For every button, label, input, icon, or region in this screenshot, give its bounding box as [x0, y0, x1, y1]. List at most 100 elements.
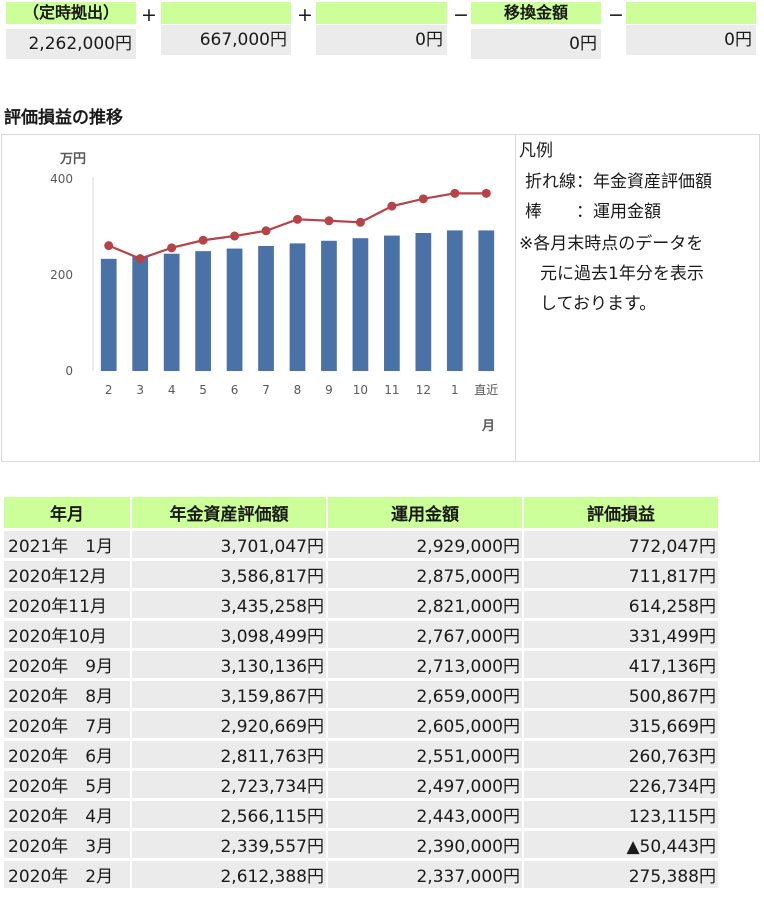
history-table: 年月 年金資産評価額 運用金額 評価損益 2021年 1月 3,701,047円 2… [2, 494, 720, 891]
chart-line-point [481, 188, 491, 198]
cell-asset-value: 2,566,115円 [132, 801, 326, 828]
table-row: 2020年 4月 2,566,115円 2,443,000円 123,115円 [4, 801, 718, 828]
cell-year-month: 2021年 1月 [4, 531, 130, 558]
chart-bar [352, 238, 369, 371]
cell-invested-amount: 2,497,000円 [328, 771, 522, 798]
x-tick-label: 2 [105, 383, 113, 397]
cell-asset-value: 3,435,258円 [132, 591, 326, 618]
summary-value-transfer-amount: 0円 [471, 29, 601, 59]
section-title: 評価損益の推移 [4, 108, 123, 128]
x-tick-label: 6 [231, 383, 239, 397]
cell-asset-value: 3,586,817円 [132, 561, 326, 588]
chart-bar [415, 233, 432, 371]
minus-operator: − [453, 4, 469, 26]
table-row: 2020年12月 3,586,817円 2,875,000円 711,817円 [4, 561, 718, 588]
table-row: 2020年 5月 2,723,734円 2,497,000円 226,734円 [4, 771, 718, 798]
cell-asset-value: 2,811,763円 [132, 741, 326, 768]
cell-invested-amount: 2,821,000円 [328, 591, 522, 618]
chart-bar [258, 245, 274, 371]
cell-profit-loss: 772,047円 [524, 531, 718, 558]
cell-year-month: 2020年 6月 [4, 741, 130, 768]
summary-value-3: 0円 [316, 25, 447, 55]
cell-invested-amount: 2,390,000円 [328, 831, 522, 858]
summary-label-3 [316, 2, 447, 24]
column-header-asset-value: 年金資産評価額 [132, 497, 326, 528]
table-row: 2020年10月 3,098,499円 2,767,000円 331,499円 [4, 621, 718, 648]
cell-profit-loss: 123,115円 [524, 801, 718, 828]
chart-bar [132, 256, 149, 371]
chart-line-point [418, 194, 428, 204]
chart-line-point [167, 243, 177, 253]
legend-panel: 凡例 折れ線：年金資産評価額 棒 ：運用金額 ※各月末時点のデータを 元に過去1… [515, 134, 760, 462]
chart-line-point [230, 231, 240, 241]
chart-line-point [450, 188, 460, 198]
cell-asset-value: 2,339,557円 [132, 831, 326, 858]
legend-note: 元に過去1年分を表示 [540, 264, 704, 284]
cell-invested-amount: 2,443,000円 [328, 801, 522, 828]
cell-asset-value: 2,723,734円 [132, 771, 326, 798]
cell-profit-loss: 275,388円 [524, 861, 718, 888]
summary-value-regular-contribution: 2,262,000円 [6, 29, 136, 59]
table-row: 2020年 8月 3,159,867円 2,659,000円 500,867円 [4, 681, 718, 708]
cell-asset-value: 3,701,047円 [132, 531, 326, 558]
chart-line-point [135, 254, 145, 264]
x-tick-label: 9 [325, 383, 333, 397]
cell-profit-loss: 500,867円 [524, 681, 718, 708]
column-header-year-month: 年月 [4, 497, 130, 528]
table-row: 2020年 3月 2,339,557円 2,390,000円 ▲50,443円 [4, 831, 718, 858]
y-tick-label: 400 [50, 172, 73, 186]
chart-line-point [355, 217, 365, 227]
cell-year-month: 2020年11月 [4, 591, 130, 618]
cell-year-month: 2020年 7月 [4, 711, 130, 738]
cell-profit-loss: 614,258円 [524, 591, 718, 618]
x-unit-label: 月 [481, 419, 495, 434]
legend-title: 凡例 [519, 141, 553, 161]
chart-bar [226, 248, 243, 371]
cell-invested-amount: 2,713,000円 [328, 651, 522, 678]
cell-year-month: 2020年10月 [4, 621, 130, 648]
y-tick-label: 200 [50, 268, 73, 282]
chart-bar [163, 253, 180, 371]
summary-label-transfer-amount: 移換金額 [471, 2, 601, 24]
chart-bar [195, 251, 211, 371]
evaluation-chart: 万円 月 0 200 400 2 3 4 5 6 7 8 9 10 11 12 1 直近 [50, 152, 498, 434]
minus-operator: − [608, 4, 624, 26]
y-tick-label: 0 [65, 364, 73, 378]
column-header-profit-loss: 評価損益 [524, 497, 718, 528]
chart-line-point [324, 216, 334, 226]
chart-line-point [104, 241, 114, 251]
summary-label-regular-contribution: （定時拠出） [6, 2, 136, 24]
x-tick-label: 直近 [474, 383, 498, 397]
chart-bar [384, 235, 400, 371]
summary-label-2 [161, 2, 291, 24]
cell-asset-value: 3,130,136円 [132, 651, 326, 678]
plus-operator: + [297, 4, 313, 26]
cell-asset-value: 3,159,867円 [132, 681, 326, 708]
cell-profit-loss: ▲50,443円 [524, 831, 718, 858]
cell-invested-amount: 2,875,000円 [328, 561, 522, 588]
x-tick-label: 1 [451, 383, 459, 397]
y-unit-label: 万円 [59, 152, 86, 167]
cell-invested-amount: 2,551,000円 [328, 741, 522, 768]
cell-invested-amount: 2,605,000円 [328, 711, 522, 738]
x-tick-label: 8 [294, 383, 302, 397]
cell-profit-loss: 711,817円 [524, 561, 718, 588]
chart-line-point [261, 226, 271, 236]
summary-label-5 [626, 2, 756, 24]
x-tick-label: 4 [168, 383, 176, 397]
chart-bar [289, 243, 306, 371]
table-row: 2020年 7月 2,920,669円 2,605,000円 315,669円 [4, 711, 718, 738]
cell-invested-amount: 2,929,000円 [328, 531, 522, 558]
plus-operator: + [141, 4, 157, 26]
chart-line-point [198, 235, 208, 245]
table-header-row: 年月 年金資産評価額 運用金額 評価損益 [4, 497, 718, 528]
column-header-invested-amount: 運用金額 [328, 497, 522, 528]
table-row: 2021年 1月 3,701,047円 2,929,000円 772,047円 [4, 531, 718, 558]
x-tick-label: 10 [353, 383, 368, 397]
table-row: 2020年 2月 2,612,388円 2,337,000円 275,388円 [4, 861, 718, 888]
cell-asset-value: 2,612,388円 [132, 861, 326, 888]
chart-bar [100, 258, 117, 371]
chart-line-point [387, 201, 397, 211]
x-tick-label: 3 [136, 383, 144, 397]
cell-year-month: 2020年 4月 [4, 801, 130, 828]
